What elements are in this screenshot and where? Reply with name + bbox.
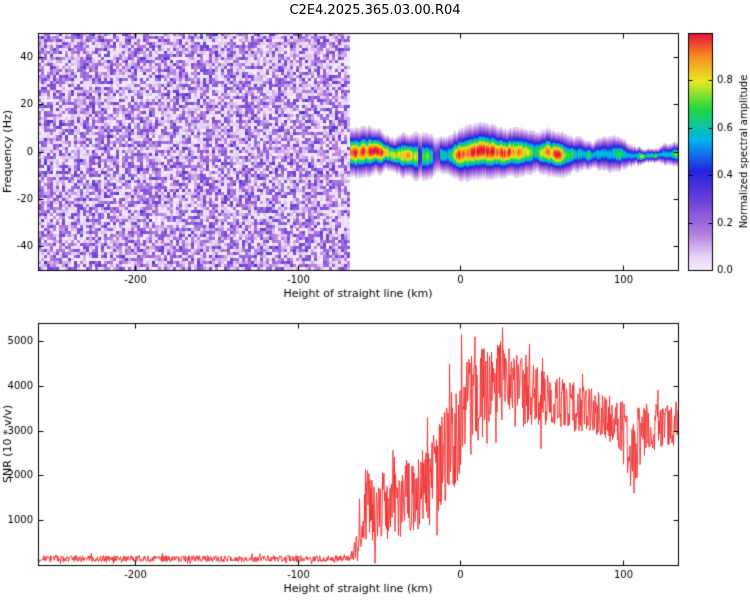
figure-title: C2E4.2025.365.03.00.R04: [289, 3, 461, 18]
snr-plot: [0, 300, 750, 600]
spectrogram-plot: [0, 20, 750, 300]
